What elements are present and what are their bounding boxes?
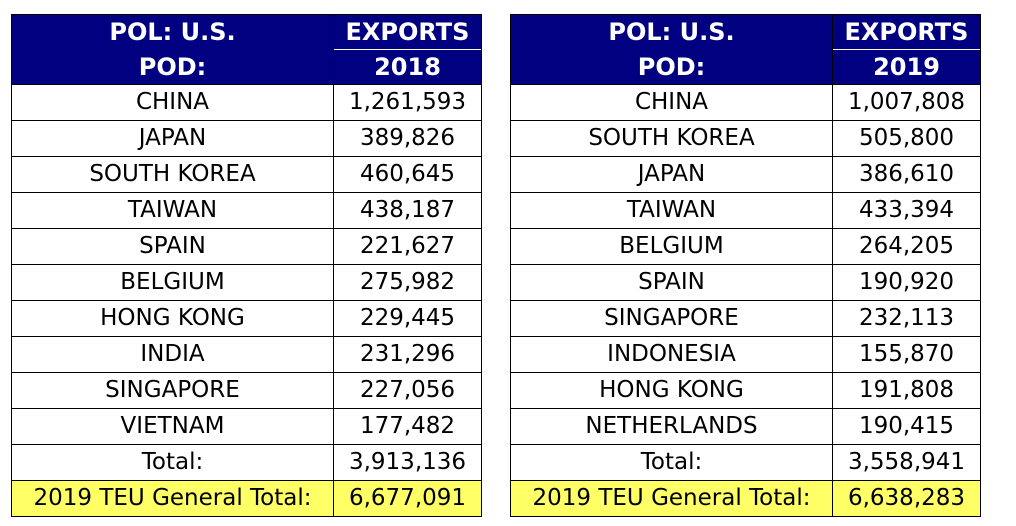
pod-cell: TAIWAN bbox=[510, 192, 833, 229]
pod-cell: CHINA bbox=[510, 84, 833, 121]
total-value: 3,558,941 bbox=[832, 444, 981, 481]
pod-cell: SOUTH KOREA bbox=[510, 120, 833, 157]
pod-header: POD: bbox=[11, 49, 334, 85]
pod-cell: JAPAN bbox=[510, 156, 833, 193]
value-cell: 232,113 bbox=[832, 300, 981, 337]
pol-header: POL: U.S. bbox=[11, 14, 334, 50]
table-row: INDIA 231,296 bbox=[11, 336, 482, 373]
table-row: TAIWAN 438,187 bbox=[11, 192, 482, 229]
total-value: 3,913,136 bbox=[333, 444, 482, 481]
pod-cell: SPAIN bbox=[11, 228, 334, 265]
value-cell: 505,800 bbox=[832, 120, 981, 157]
value-cell: 1,007,808 bbox=[832, 84, 981, 121]
pod-cell: HONG KONG bbox=[11, 300, 334, 337]
value-cell: 275,982 bbox=[333, 264, 482, 301]
table-row: INDONESIA 155,870 bbox=[510, 336, 981, 373]
value-cell: 1,261,593 bbox=[333, 84, 482, 121]
exports-table-2019: POL: U.S. EXPORTS POD: 2019 CHINA 1,007,8… bbox=[510, 14, 981, 517]
table-row: VIETNAM 177,482 bbox=[11, 408, 482, 445]
table-row: HONG KONG 191,808 bbox=[510, 372, 981, 409]
year-header: 2018 bbox=[333, 49, 482, 85]
table-row: SOUTH KOREA 460,645 bbox=[11, 156, 482, 193]
total-label: Total: bbox=[510, 444, 833, 481]
grand-total-label: 2019 TEU General Total: bbox=[510, 480, 833, 517]
table-row: JAPAN 386,610 bbox=[510, 156, 981, 193]
pod-cell: SPAIN bbox=[510, 264, 833, 301]
table-row: SINGAPORE 227,056 bbox=[11, 372, 482, 409]
header-row-1: POL: U.S. EXPORTS bbox=[510, 14, 981, 50]
table-row: SOUTH KOREA 505,800 bbox=[510, 120, 981, 157]
grand-total-value: 6,677,091 bbox=[333, 480, 482, 517]
table-row: SINGAPORE 232,113 bbox=[510, 300, 981, 337]
table-row: CHINA 1,261,593 bbox=[11, 84, 482, 121]
table-row: TAIWAN 433,394 bbox=[510, 192, 981, 229]
value-cell: 433,394 bbox=[832, 192, 981, 229]
pod-cell: JAPAN bbox=[11, 120, 334, 157]
table-row: CHINA 1,007,808 bbox=[510, 84, 981, 121]
value-cell: 190,415 bbox=[832, 408, 981, 445]
grand-total-row: 2019 TEU General Total: 6,638,283 bbox=[510, 480, 981, 517]
pod-header: POD: bbox=[510, 49, 833, 85]
pod-cell: CHINA bbox=[11, 84, 334, 121]
value-cell: 155,870 bbox=[832, 336, 981, 373]
grand-total-row: 2019 TEU General Total: 6,677,091 bbox=[11, 480, 482, 517]
table-body: CHINA 1,007,808 SOUTH KOREA 505,800 JAPAN 3… bbox=[510, 84, 981, 517]
value-cell: 191,808 bbox=[832, 372, 981, 409]
value-cell: 221,627 bbox=[333, 228, 482, 265]
table-body: CHINA 1,261,593 JAPAN 389,826 SOUTH KOREA 4… bbox=[11, 84, 482, 517]
pol-header: POL: U.S. bbox=[510, 14, 833, 50]
value-cell: 460,645 bbox=[333, 156, 482, 193]
pod-cell: VIETNAM bbox=[11, 408, 334, 445]
grand-total-value: 6,638,283 bbox=[832, 480, 981, 517]
pod-cell: INDIA bbox=[11, 336, 334, 373]
table-row: NETHERLANDS 190,415 bbox=[510, 408, 981, 445]
header-row-1: POL: U.S. EXPORTS bbox=[11, 14, 482, 50]
pod-cell: SINGAPORE bbox=[510, 300, 833, 337]
value-cell: 229,445 bbox=[333, 300, 482, 337]
total-label: Total: bbox=[11, 444, 334, 481]
pod-cell: TAIWAN bbox=[11, 192, 334, 229]
pod-cell: BELGIUM bbox=[11, 264, 334, 301]
table-row: HONG KONG 229,445 bbox=[11, 300, 482, 337]
pod-cell: HONG KONG bbox=[510, 372, 833, 409]
grand-total-label: 2019 TEU General Total: bbox=[11, 480, 334, 517]
table-row: SPAIN 221,627 bbox=[11, 228, 482, 265]
table-row: SPAIN 190,920 bbox=[510, 264, 981, 301]
pod-cell: NETHERLANDS bbox=[510, 408, 833, 445]
value-cell: 190,920 bbox=[832, 264, 981, 301]
table-row: BELGIUM 275,982 bbox=[11, 264, 482, 301]
value-cell: 389,826 bbox=[333, 120, 482, 157]
pod-cell: BELGIUM bbox=[510, 228, 833, 265]
pod-cell: SOUTH KOREA bbox=[11, 156, 334, 193]
year-header: 2019 bbox=[832, 49, 981, 85]
value-cell: 386,610 bbox=[832, 156, 981, 193]
pod-cell: INDONESIA bbox=[510, 336, 833, 373]
exports-table-2018: POL: U.S. EXPORTS POD: 2018 CHINA 1,261,5… bbox=[11, 14, 482, 517]
exports-header: EXPORTS bbox=[832, 14, 981, 50]
value-cell: 438,187 bbox=[333, 192, 482, 229]
table-row: BELGIUM 264,205 bbox=[510, 228, 981, 265]
value-cell: 177,482 bbox=[333, 408, 482, 445]
header-row-2: POD: 2019 bbox=[510, 49, 981, 85]
value-cell: 264,205 bbox=[832, 228, 981, 265]
pod-cell: SINGAPORE bbox=[11, 372, 334, 409]
value-cell: 227,056 bbox=[333, 372, 482, 409]
table-row: JAPAN 389,826 bbox=[11, 120, 482, 157]
exports-header: EXPORTS bbox=[333, 14, 482, 50]
header-row-2: POD: 2018 bbox=[11, 49, 482, 85]
total-row: Total: 3,913,136 bbox=[11, 444, 482, 481]
total-row: Total: 3,558,941 bbox=[510, 444, 981, 481]
value-cell: 231,296 bbox=[333, 336, 482, 373]
